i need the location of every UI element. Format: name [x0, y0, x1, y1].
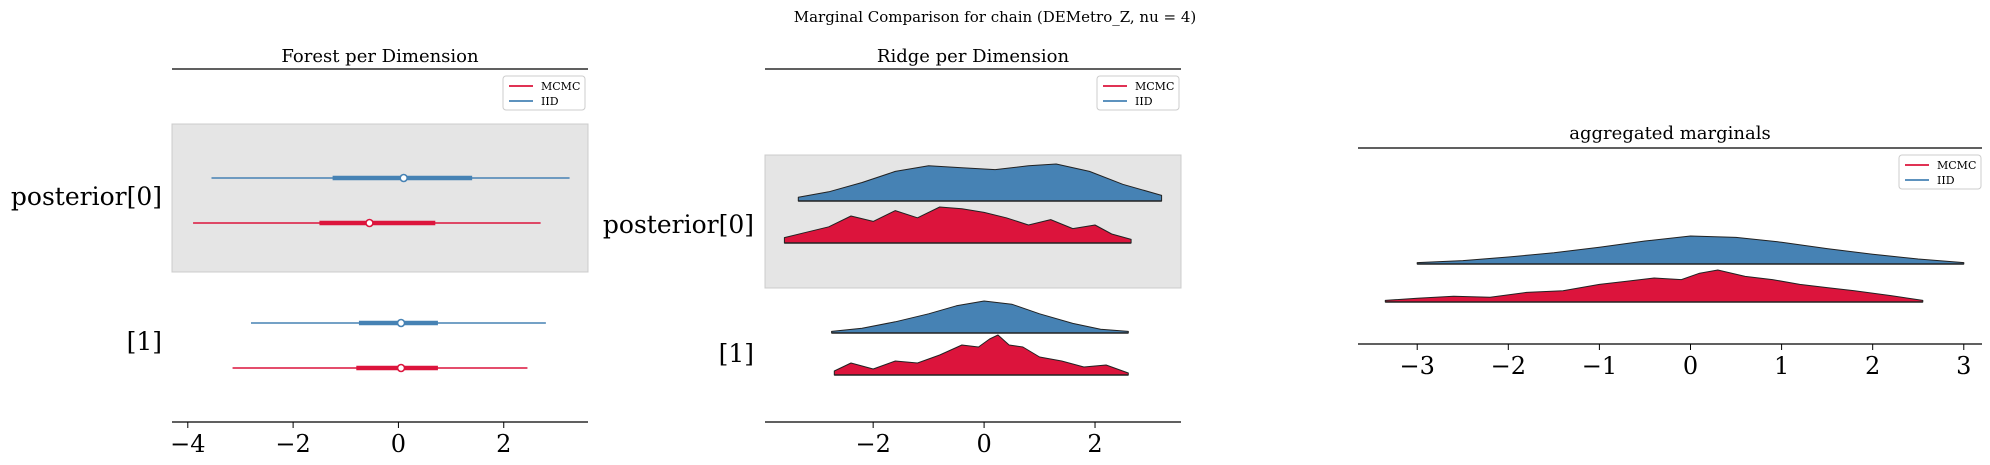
- x-tick-label: −2: [1491, 352, 1526, 380]
- x-tick-label: 0: [1683, 352, 1698, 380]
- x-tick-label: 3: [1956, 352, 1971, 380]
- panel-title: Forest per Dimension: [281, 46, 479, 67]
- legend: MCMC IID: [1096, 75, 1180, 111]
- legend-label-iid: IID: [1135, 95, 1153, 108]
- density-ridge: [1384, 269, 1924, 303]
- aggregated-panel: aggregated marginals −3 −2 −1 0 1 2 3 MCMC IID: [1358, 123, 1982, 380]
- point-estimate: [396, 318, 406, 328]
- x-tick-label: 2: [1865, 352, 1880, 380]
- density-ridge: [1416, 235, 1965, 265]
- x-tick-label: −4: [170, 430, 205, 458]
- legend-label-iid: IID: [541, 95, 559, 108]
- legend-label-mcmc: MCMC: [1937, 159, 1976, 172]
- density-ridge: [783, 206, 1132, 244]
- x-tick-label: 0: [391, 430, 406, 458]
- x-tick-label: −2: [855, 430, 890, 458]
- x-tick-label: 1: [1774, 352, 1789, 380]
- x-tick-label: −1: [1582, 352, 1617, 380]
- dimension-band: [171, 123, 589, 273]
- panel-title: Ridge per Dimension: [877, 46, 1070, 67]
- y-dimension-label: posterior[0]: [11, 182, 162, 211]
- x-tick-label: 2: [496, 430, 511, 458]
- x-tick-label: 0: [976, 430, 991, 458]
- density-ridge: [831, 300, 1129, 334]
- density-ridge: [833, 334, 1129, 376]
- y-dimension-label: [1]: [127, 327, 162, 356]
- x-tick-label: −2: [275, 430, 310, 458]
- point-estimate: [399, 173, 408, 183]
- density-ridge: [797, 163, 1163, 202]
- forest-panel: Forest per Dimension −4 −2 0 2 posterior[0] [1…: [11, 46, 589, 458]
- legend-label-iid: IID: [1937, 174, 1955, 187]
- figure-suptitle: Marginal Comparison for chain (DEMetro_Z…: [794, 8, 1197, 26]
- legend: MCMC IID: [1898, 154, 1982, 190]
- y-dimension-label: [1]: [719, 339, 754, 368]
- point-estimate: [396, 363, 406, 373]
- panel-title: aggregated marginals: [1569, 123, 1770, 144]
- x-tick-label: −3: [1400, 352, 1435, 380]
- point-estimate: [365, 218, 374, 228]
- ridge-panel: Ridge per Dimension −2 0 2 posterior[0] [1] MC…: [603, 46, 1182, 458]
- legend-label-mcmc: MCMC: [541, 80, 580, 93]
- legend-label-mcmc: MCMC: [1135, 80, 1174, 93]
- x-tick-label: 2: [1087, 430, 1102, 458]
- y-dimension-label: posterior[0]: [603, 210, 754, 239]
- legend: MCMC IID: [502, 75, 586, 111]
